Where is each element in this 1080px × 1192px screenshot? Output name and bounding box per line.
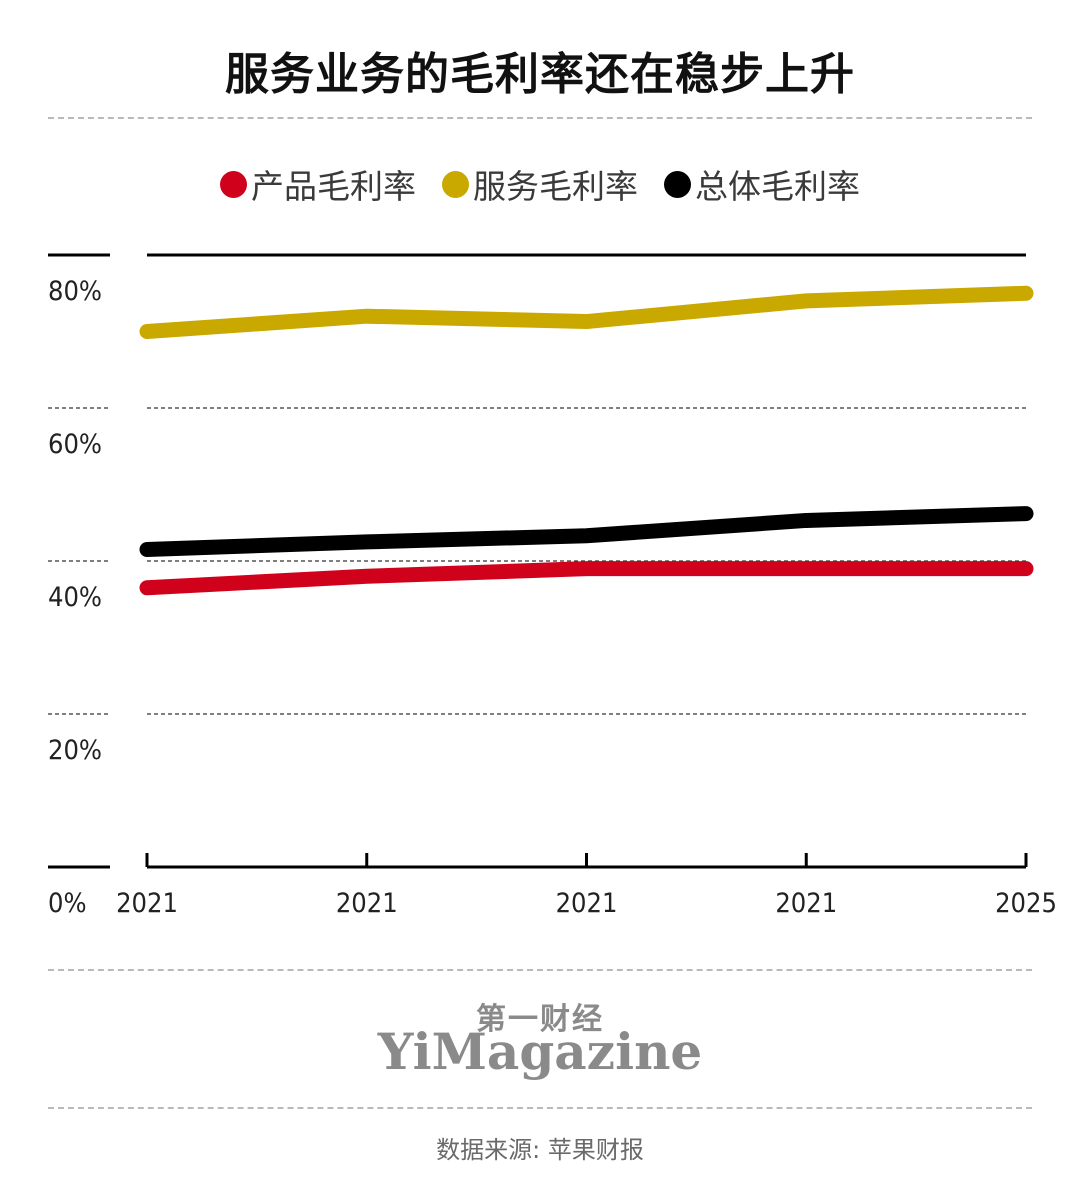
legend-label-service: 服务毛利率 bbox=[473, 167, 638, 206]
logo-chinese: 第一财经 bbox=[476, 1002, 604, 1037]
legend-item-product: 产品毛利率 bbox=[220, 160, 416, 208]
x-tick-label-3: 2021 bbox=[775, 888, 837, 919]
y-tick-label-0: 0% bbox=[48, 888, 87, 919]
series-0-point-0 bbox=[146, 587, 148, 589]
x-tick-label-2: 2021 bbox=[556, 888, 618, 919]
y-tick-label-40: 40% bbox=[48, 582, 102, 613]
series-line-1 bbox=[139, 285, 1034, 339]
series-1-point-3 bbox=[805, 300, 807, 302]
x-tick-label-4: 2025 bbox=[995, 888, 1057, 919]
legend-item-service: 服务毛利率 bbox=[442, 160, 638, 208]
logo-english: YiMagazine bbox=[377, 1022, 703, 1081]
x-tick-label-0: 2021 bbox=[116, 888, 178, 919]
legend-dot-service bbox=[442, 170, 469, 198]
divider-middle bbox=[48, 969, 1032, 971]
series-1-point-0 bbox=[146, 331, 148, 332]
chart-title: 服务业务的毛利率还在稳步上升 bbox=[225, 49, 855, 100]
x-tick-label-1: 2021 bbox=[336, 888, 398, 919]
legend-item-total: 总体毛利率 bbox=[664, 160, 860, 208]
series-1-point-4 bbox=[1025, 292, 1027, 294]
series-0-point-1 bbox=[366, 575, 368, 577]
divider-top bbox=[48, 117, 1032, 119]
y-tick-label-60: 60% bbox=[48, 429, 102, 460]
legend: 产品毛利率 服务毛利率 总体毛利率 bbox=[0, 160, 1080, 208]
series-2-point-3 bbox=[805, 519, 807, 521]
series-0-point-4 bbox=[1025, 568, 1027, 570]
divider-bottom bbox=[48, 1107, 1032, 1109]
series-line-0 bbox=[139, 561, 1034, 596]
series-1-point-1 bbox=[366, 315, 368, 317]
series-0-point-2 bbox=[586, 568, 587, 570]
series-2-point-0 bbox=[146, 549, 148, 551]
y-tick-label-80: 80% bbox=[48, 276, 102, 307]
series-1-point-2 bbox=[586, 321, 587, 323]
legend-label-product: 产品毛利率 bbox=[251, 167, 416, 206]
source-note: 数据来源: 苹果财报 bbox=[436, 1136, 644, 1164]
y-tick-label-20: 20% bbox=[48, 735, 102, 766]
legend-label-total: 总体毛利率 bbox=[695, 167, 860, 206]
series-2-point-4 bbox=[1025, 513, 1027, 515]
series-0-point-3 bbox=[805, 568, 807, 570]
series-2-point-1 bbox=[366, 541, 368, 543]
series-2-point-2 bbox=[586, 535, 587, 537]
legend-dot-product bbox=[220, 170, 247, 198]
line-chart: 0% 20% 40% 60% 80% 2021 2021 2021 2021 2025 bbox=[48, 253, 1057, 919]
legend-dot-total bbox=[664, 170, 691, 198]
series-line-2 bbox=[139, 506, 1034, 558]
